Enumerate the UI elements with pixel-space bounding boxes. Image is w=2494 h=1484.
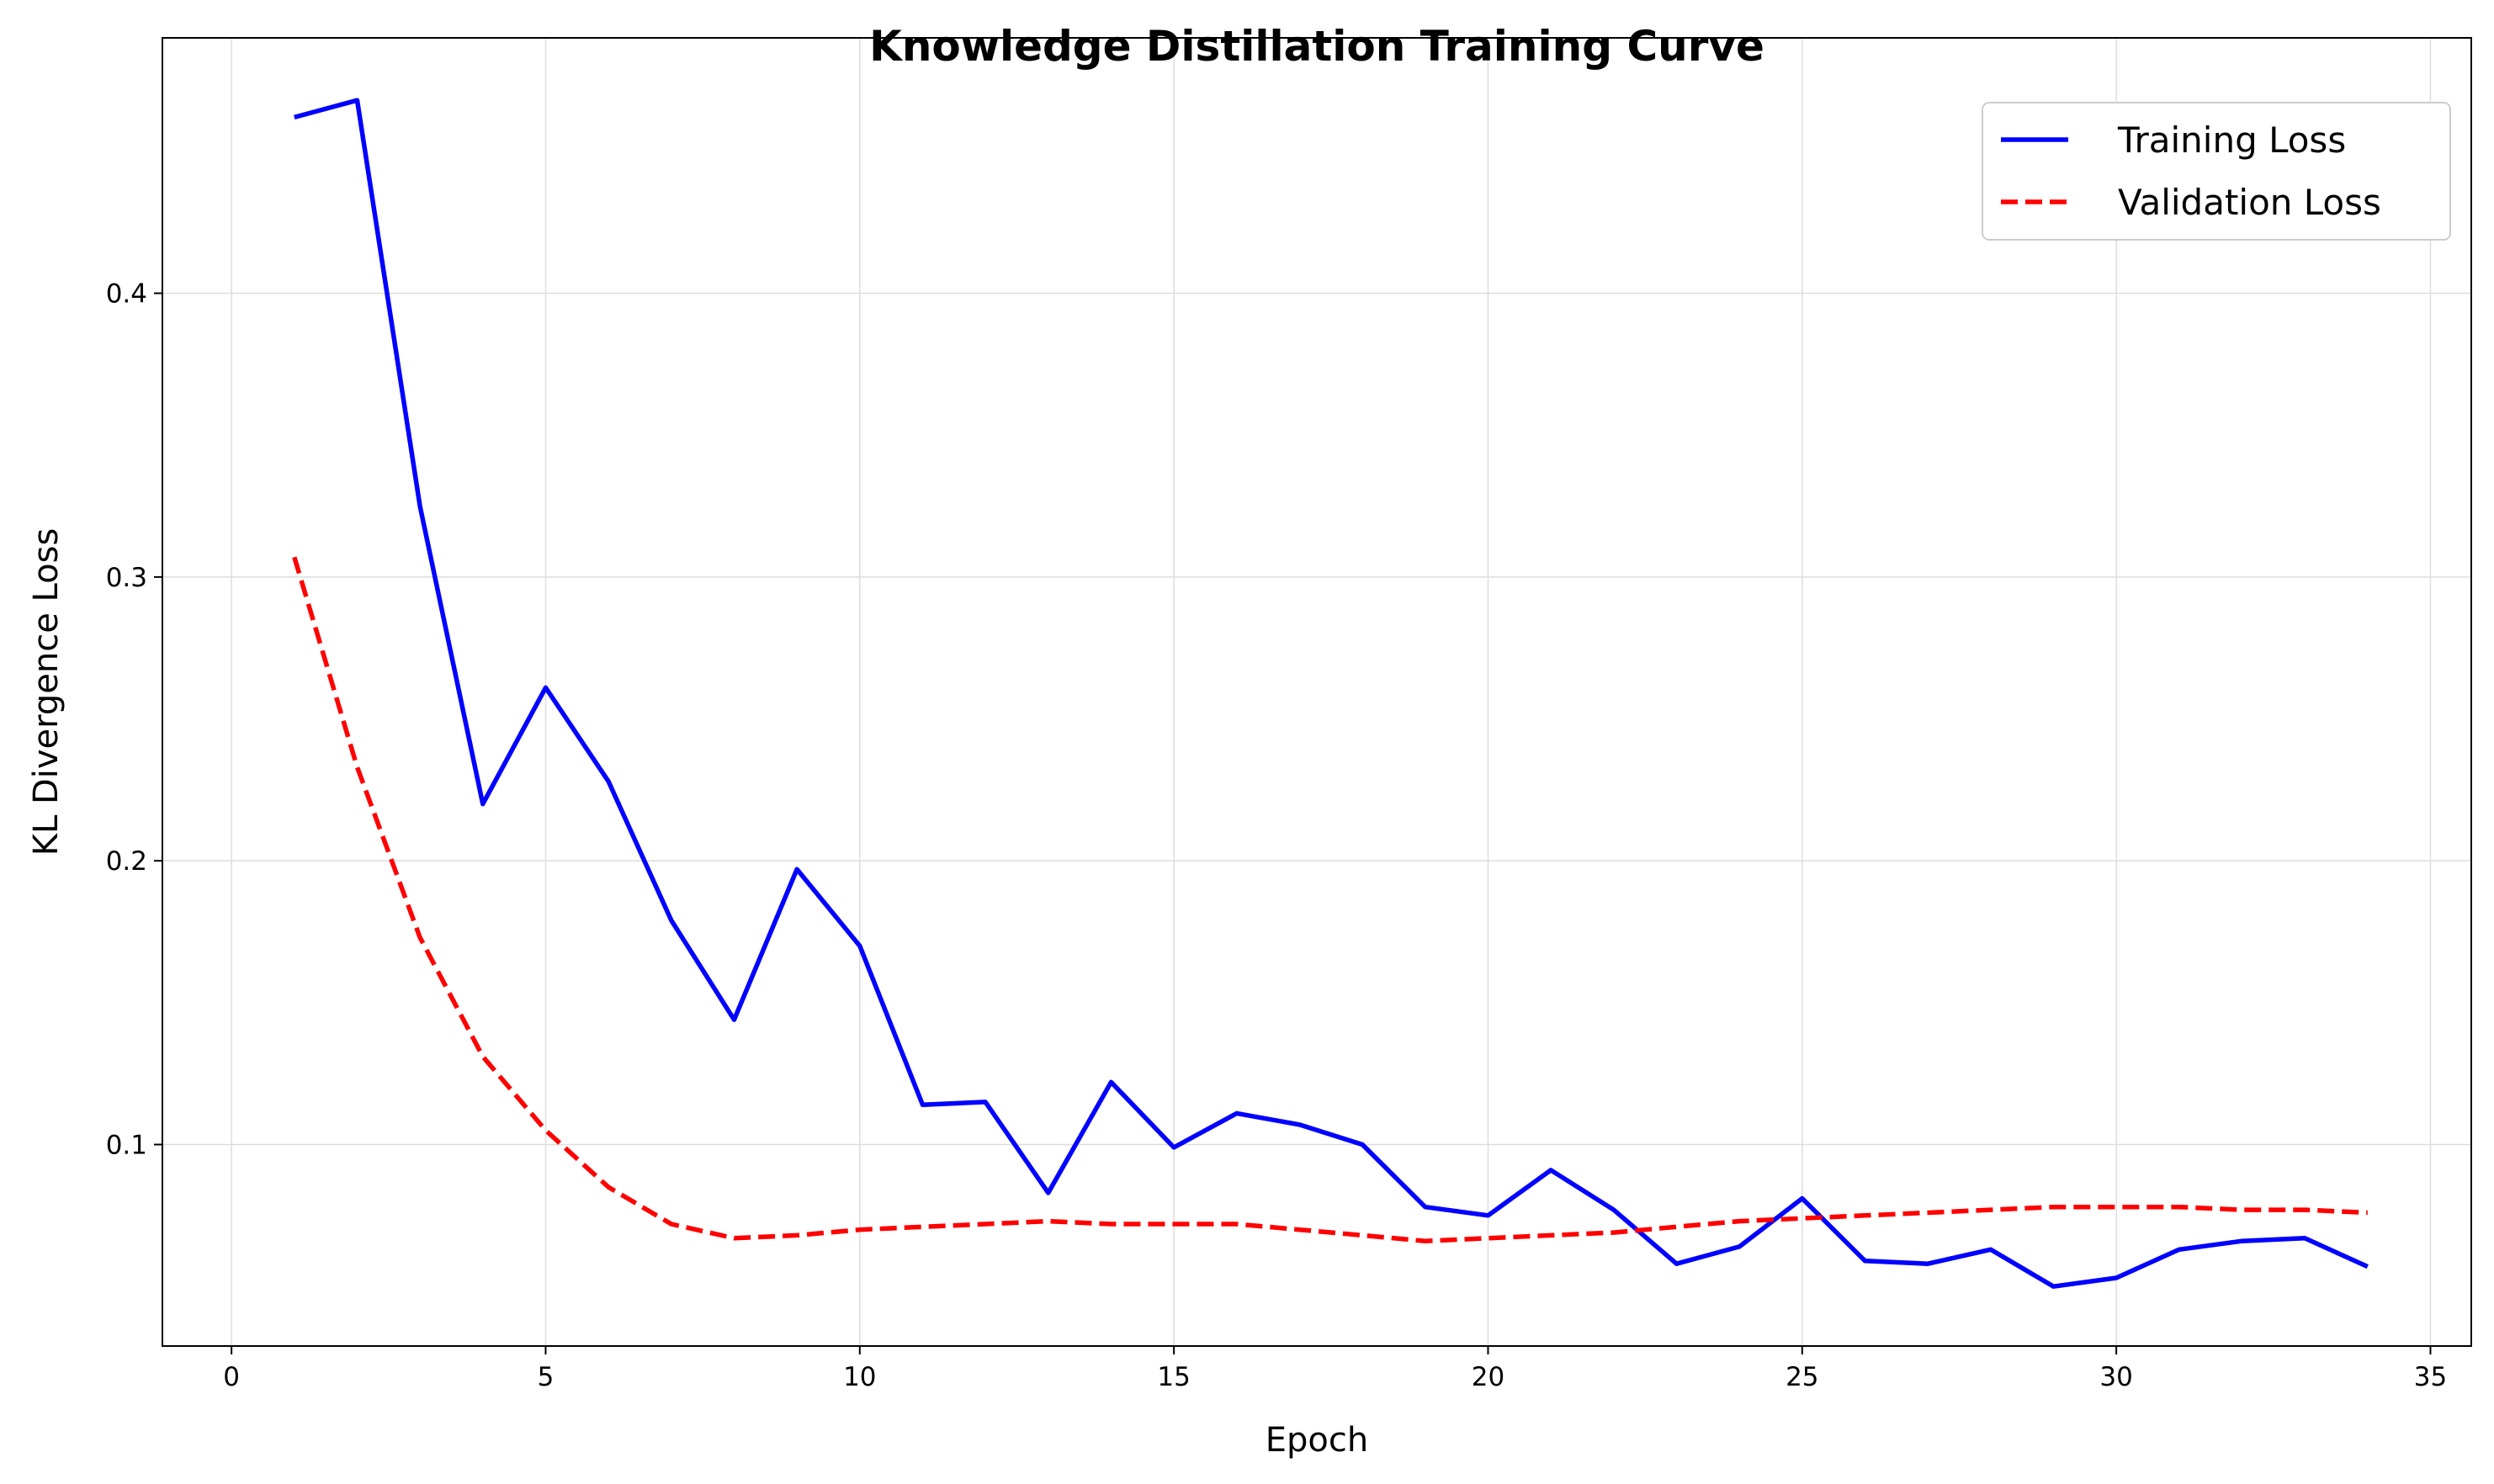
x-tick-label: 35 [2414, 1362, 2447, 1392]
plot-frame [162, 37, 2472, 1347]
y-axis-label: KL Divergence Loss [27, 528, 66, 856]
chart-title: Knowledge Distillation Training Curve [869, 22, 1764, 71]
x-tick-label: 20 [1472, 1362, 1504, 1392]
legend-label: Training Loss [2117, 119, 2346, 161]
y-tick-label: 0.3 [106, 563, 147, 593]
legend-box [1982, 102, 2451, 241]
x-tick-label: 0 [223, 1362, 240, 1392]
x-tick-label: 5 [538, 1362, 555, 1392]
series-line-training-loss [294, 98, 2369, 1289]
y-tick-label: 0.4 [106, 279, 147, 310]
axis-ticks: 0 5 10 15 20 25 30 35 0.1 0.2 0.3 0.4 [106, 279, 2448, 1392]
series-line-validation-loss [292, 556, 2368, 1243]
legend: Training Loss Validation Loss [1982, 102, 2451, 241]
x-tick-label: 25 [1786, 1362, 1818, 1392]
series-lines [292, 98, 2369, 1289]
x-tick-label: 30 [2099, 1362, 2132, 1392]
x-tick-label: 15 [1157, 1362, 1190, 1392]
y-tick-label: 0.2 [106, 846, 147, 877]
x-tick-label: 10 [843, 1362, 876, 1392]
legend-label: Validation Loss [2118, 182, 2381, 223]
x-axis-label: Epoch [1266, 1421, 1368, 1460]
y-tick-label: 0.1 [106, 1131, 147, 1161]
